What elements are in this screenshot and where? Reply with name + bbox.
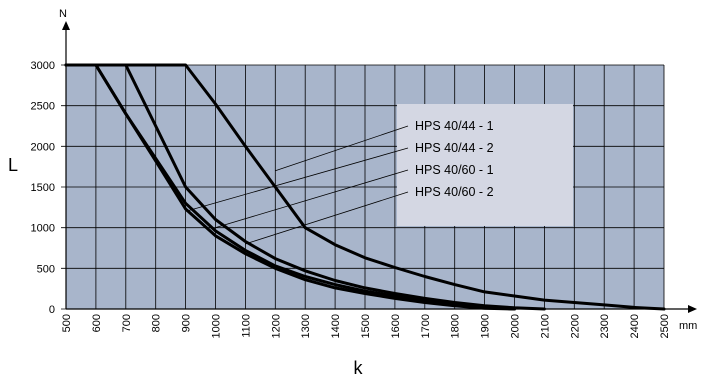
x-tick-label: 1300: [300, 314, 312, 338]
x-tick-label: 500: [61, 314, 73, 332]
y-tick-label: 2500: [31, 101, 55, 113]
series-line: [64, 63, 516, 311]
y-tick-label: 3000: [31, 60, 55, 72]
legend-leader-line: [215, 169, 409, 229]
x-tick-label: 700: [121, 314, 133, 332]
y-tick-label: 2000: [31, 141, 55, 153]
x-tick-label: 1400: [330, 314, 342, 338]
x-tick-label: 900: [181, 314, 193, 332]
x-tick-label: 1500: [360, 314, 372, 338]
x-tick-label: 2500: [659, 314, 671, 338]
x-tick-label: 2300: [599, 314, 611, 338]
x-tick-label: 2200: [569, 314, 581, 338]
x-tick-label: 600: [91, 314, 103, 332]
legend-leader-line: [245, 191, 409, 245]
legend-label: HPS 40/60 - 2: [415, 185, 494, 199]
x-tick-label: 2000: [510, 314, 522, 338]
series-line: [64, 63, 666, 311]
legend-leader-line: [275, 125, 409, 172]
x-axis-unit: mm: [679, 320, 697, 332]
legend-leader-lines: [185, 125, 409, 245]
y-axis-arrow: [62, 21, 70, 30]
x-tick-label: 1900: [480, 314, 492, 338]
x-tick-label: 800: [151, 314, 163, 332]
x-tick-labels: 500 600 700 800 900 1000 1100 1200 1300 1400 1500 1…: [61, 314, 671, 338]
x-tick-label: 1800: [450, 314, 462, 338]
x-axis-arrow: [688, 305, 697, 313]
y-tick-label: 1000: [31, 223, 55, 235]
legend-box: [397, 104, 573, 226]
y-tick-labels: 0 500 1000 1500 2000 2500 3000: [31, 60, 55, 316]
x-tick-label: 2100: [539, 314, 551, 338]
y-tick-label: 1500: [31, 182, 55, 194]
y-axis-label: L: [8, 155, 18, 175]
y-tick-label: 500: [37, 263, 55, 275]
x-tick-label: 1000: [211, 314, 223, 338]
y-axis-unit: N: [59, 8, 67, 20]
series-group: [64, 63, 666, 311]
x-tick-label: 1700: [420, 314, 432, 338]
legend: HPS 40/44 - 1 HPS 40/44 - 2 HPS 40/60 - 1 H…: [415, 119, 494, 199]
x-tick-label: 1600: [390, 314, 402, 338]
x-tick-label: 1100: [240, 314, 252, 338]
y-tick-label: 0: [49, 304, 55, 316]
legend-label: HPS 40/60 - 1: [415, 163, 494, 177]
x-tick-label: 2400: [629, 314, 641, 338]
axes: [62, 21, 697, 313]
legend-leader-line: [185, 147, 409, 212]
x-tick-label: 1200: [270, 314, 282, 338]
x-axis-label: k: [354, 358, 364, 378]
legend-label: HPS 40/44 - 2: [415, 141, 494, 155]
legend-label: HPS 40/44 - 1: [415, 119, 494, 133]
